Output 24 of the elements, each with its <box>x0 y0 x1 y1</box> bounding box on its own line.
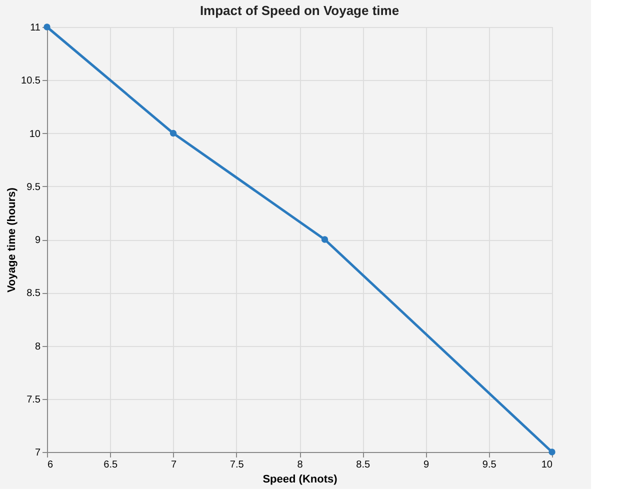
y-tick-label: 10.5 <box>21 76 41 87</box>
y-tick-label: 8.5 <box>26 288 41 300</box>
y-tick-label: 11 <box>30 22 41 34</box>
x-tick-label: 9.5 <box>482 460 497 470</box>
point <box>548 448 556 456</box>
x-tick-label: 7.5 <box>230 460 244 470</box>
y-tick-label: 10 <box>29 128 41 140</box>
x-tick-label: 6 <box>48 460 54 470</box>
x-tick-label: 9 <box>423 460 430 470</box>
x-tick-label: 8.5 <box>356 460 371 470</box>
y-tick-label: 8 <box>34 341 41 352</box>
x-tick-label: 8 <box>297 460 304 470</box>
x-tick-label: 6.5 <box>104 460 118 470</box>
chart-title: Impact of Speed on Voyage time <box>200 3 400 18</box>
point <box>170 130 177 137</box>
y-tick-label: 7.5 <box>26 394 41 406</box>
y-axis-title: Voyage time (hours) <box>6 187 18 292</box>
y-tick-label: 7 <box>34 448 41 458</box>
point <box>321 236 328 243</box>
x-tick-label: 10 <box>541 460 553 470</box>
x-axis-title: Speed (Knots) <box>262 474 338 486</box>
x-tick-label: 7 <box>170 460 177 470</box>
y-tick-label: 9 <box>34 235 41 246</box>
y-tick-label: 9.5 <box>26 182 41 193</box>
